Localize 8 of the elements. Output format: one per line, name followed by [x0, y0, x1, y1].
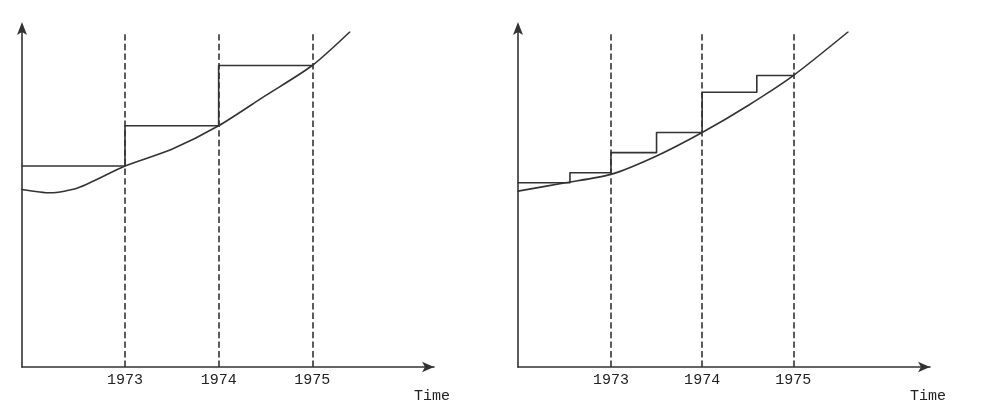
x-tick-label: 1974: [684, 372, 721, 389]
x-tick-label: 1975: [775, 372, 812, 389]
x-axis-title: Time: [910, 388, 947, 405]
x-axis-title: Time: [414, 388, 451, 405]
x-tick-label: 1973: [592, 372, 629, 389]
x-tick-label: 1973: [106, 372, 144, 389]
x-tick-label: 1975: [294, 372, 331, 389]
x-tick-label: 1974: [200, 372, 237, 389]
